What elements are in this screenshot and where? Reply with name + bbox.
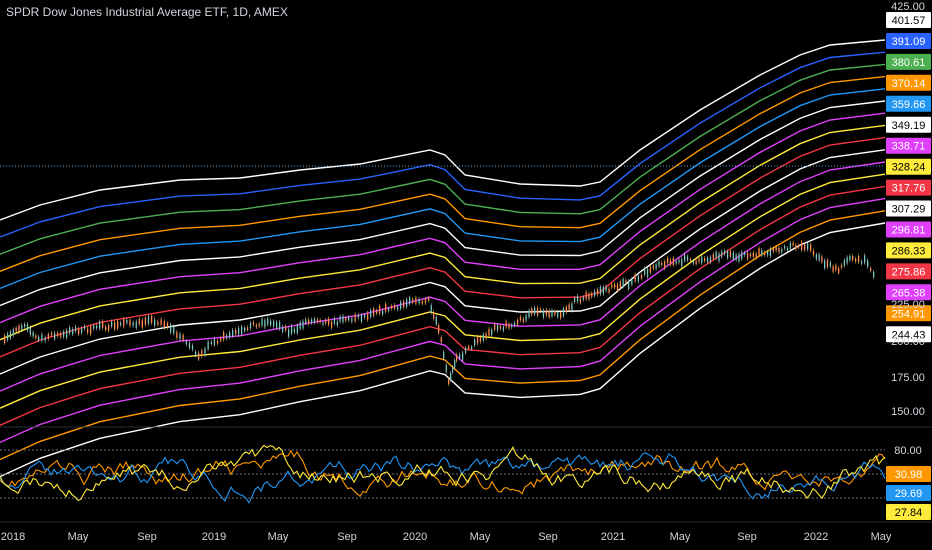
oscillator-line <box>0 444 886 502</box>
band-line <box>0 210 886 461</box>
price-label-text: 370.14 <box>892 78 926 90</box>
price-label-box <box>886 326 931 343</box>
band-line <box>0 136 886 358</box>
price-label-text: 349.19 <box>892 120 926 132</box>
band-line <box>0 112 886 324</box>
y-tick-label: 150.00 <box>891 406 925 418</box>
y-tick-label: 200.00 <box>891 336 925 348</box>
price-label-text: 328.24 <box>892 162 926 174</box>
price-label-box <box>886 33 931 49</box>
band-line <box>0 149 886 375</box>
x-tick-label: Sep <box>137 531 157 543</box>
price-label-box <box>886 284 931 301</box>
band-line <box>0 88 886 290</box>
price-label-text: 401.57 <box>892 15 926 27</box>
x-tick-label: May <box>268 531 289 543</box>
price-label-text: 286.33 <box>892 245 926 257</box>
x-tick-label: 2021 <box>601 531 625 543</box>
band-line <box>0 222 886 478</box>
price-series-group <box>4 240 875 387</box>
x-tick-label: 2020 <box>403 531 427 543</box>
price-label-box <box>886 53 931 70</box>
price-label-box <box>886 200 931 217</box>
price-label-text: 296.81 <box>892 225 926 237</box>
price-label-text: 317.76 <box>892 183 926 195</box>
chart-title: SPDR Dow Jones Industrial Average ETF, 1… <box>6 5 288 19</box>
price-label-text: 307.29 <box>892 204 926 216</box>
price-label-text: 265.38 <box>892 287 926 299</box>
y-tick-label: 175.00 <box>891 372 925 384</box>
price-label-text: 380.61 <box>892 57 926 69</box>
band-line <box>0 173 886 409</box>
price-label-text: 359.66 <box>892 99 926 111</box>
band-lines-group <box>0 39 886 478</box>
price-label-box <box>886 95 931 112</box>
price-label-text: 244.43 <box>892 329 926 341</box>
x-tick-label: Sep <box>538 531 558 543</box>
osc-label-text: 30.98 <box>895 469 923 481</box>
band-line <box>0 124 886 341</box>
band-line <box>0 100 886 307</box>
band-line <box>0 39 886 221</box>
price-label-box <box>886 116 931 133</box>
oscillator-group <box>0 426 932 504</box>
band-line <box>0 63 886 255</box>
x-tick-label: May <box>670 531 691 543</box>
x-tick-label: 2019 <box>202 531 226 543</box>
x-tick-label: May <box>871 531 892 543</box>
x-axis-labels: 2018 May Sep 2019 May Sep 2020 May Sep 2021 May Sep… <box>0 521 932 543</box>
price-label-box <box>886 137 931 154</box>
y-tick-label: 425.00 <box>891 1 925 13</box>
osc-tick-label: 80.00 <box>894 445 922 457</box>
x-tick-label: Sep <box>737 531 757 543</box>
price-label-box <box>886 74 931 91</box>
x-tick-label: May <box>68 531 89 543</box>
price-label-box <box>886 221 931 238</box>
price-label-text: 275.86 <box>892 266 926 278</box>
osc-label-box <box>886 466 931 482</box>
price-label-box <box>886 12 931 28</box>
band-line <box>0 197 886 444</box>
price-label-box <box>886 242 931 259</box>
x-tick-label: Sep <box>337 531 357 543</box>
y-axis-labels[interactable]: 401.57 391.09 380.61 370.14 359.66 349.19 338.… <box>886 1 931 520</box>
band-line <box>0 51 886 238</box>
price-label-box <box>886 263 931 280</box>
x-tick-label: 2018 <box>1 531 25 543</box>
x-tick-label: May <box>470 531 491 543</box>
price-label-text: 391.09 <box>892 36 926 48</box>
band-line <box>0 75 886 272</box>
price-label-text: 254.91 <box>892 308 926 320</box>
oscillator-line <box>0 449 886 498</box>
price-label-box <box>886 179 931 196</box>
price-label-box <box>886 158 931 175</box>
osc-label-box <box>886 504 931 520</box>
osc-label-box <box>886 485 931 501</box>
osc-label-text: 27.84 <box>895 507 923 519</box>
y-tick-label: 225.00 <box>891 299 925 311</box>
price-label-text: 338.71 <box>892 141 926 153</box>
osc-label-text: 29.69 <box>895 488 923 500</box>
x-tick-label: 2022 <box>804 531 828 543</box>
price-label-box <box>886 305 931 322</box>
